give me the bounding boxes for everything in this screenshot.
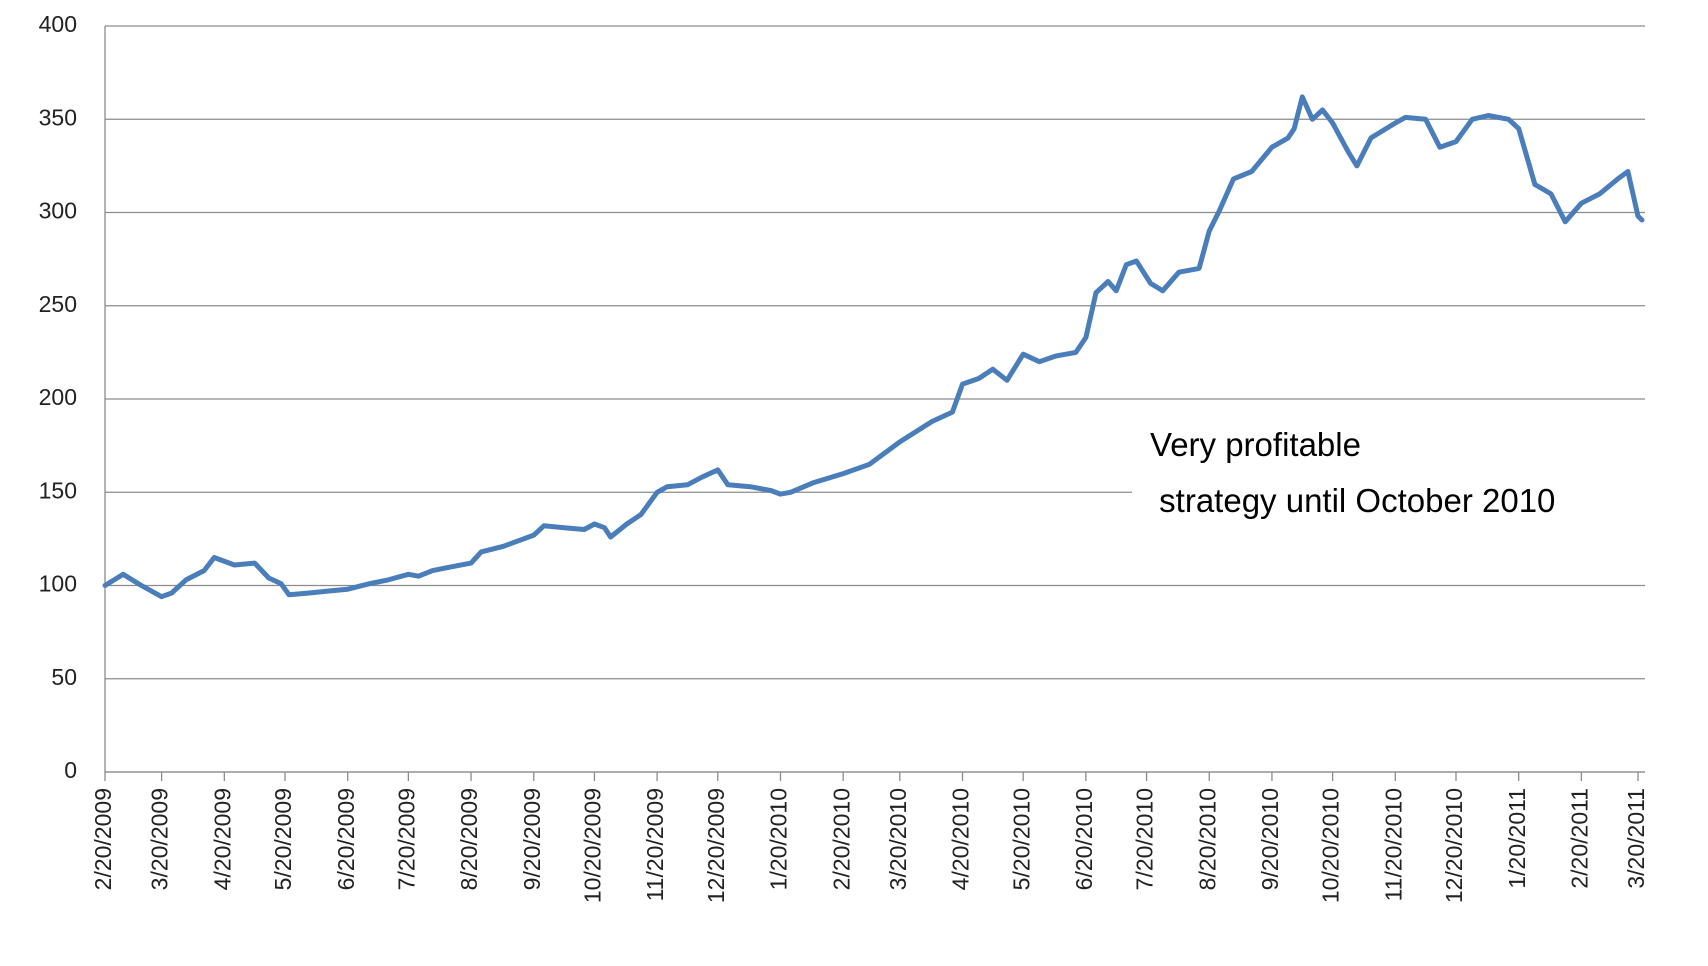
x-tick-label: 9/20/2010 [1257,788,1283,890]
x-tick-label: 9/20/2009 [519,788,545,890]
x-tick-label: 7/20/2009 [393,788,419,890]
annotation: strategy until October 2010 [1150,482,1555,519]
x-tick-label: 3/20/2011 [1623,788,1649,889]
x-tick-label: 6/20/2010 [1071,788,1097,890]
y-tick-label: 350 [39,104,77,130]
x-tick-label: 12/20/2009 [703,788,729,903]
x-tick-label: 1/20/2010 [766,788,792,890]
x-tick-label: 7/20/2010 [1132,788,1158,890]
x-tick-label: 2/20/2011 [1566,788,1592,889]
y-tick-label: 50 [51,664,77,690]
y-tick-label: 250 [39,291,77,317]
y-tick-label: 300 [39,198,77,224]
x-tick-label: 1/20/2011 [1504,788,1530,889]
grid [105,25,1645,773]
annotation-background [1132,418,1708,528]
x-tick-label: 12/20/2010 [1441,788,1467,903]
x-tick-label: 5/20/2009 [270,788,296,890]
x-tick-label: 10/20/2010 [1318,788,1344,903]
line-series [102,94,1645,600]
x-tick-label: 2/20/2010 [828,788,854,890]
x-tick-label: 5/20/2010 [1008,788,1034,890]
y-tick-label: 200 [39,384,77,410]
x-tick-label: 3/20/2010 [885,788,911,890]
y-tick-label: 100 [39,571,77,597]
annotation: Very profitable [1150,426,1361,463]
x-tick-label: 11/20/2010 [1380,788,1406,901]
x-tick-label: 6/20/2009 [333,788,359,890]
x-tick-label: 2/20/2009 [90,788,116,890]
x-tick-label: 4/20/2010 [948,788,974,890]
x-tick-label: 3/20/2009 [147,788,173,890]
x-tick-label: 10/20/2009 [580,788,606,903]
y-tick-label: 0 [64,757,77,783]
x-tick-label: 4/20/2009 [209,788,235,890]
x-tick-label: 8/20/2009 [456,788,482,890]
y-tick-label: 400 [39,11,77,37]
y-tick-label: 150 [39,477,77,503]
x-tick-label: 11/20/2009 [642,788,668,901]
x-tick-label: 8/20/2010 [1194,788,1220,890]
